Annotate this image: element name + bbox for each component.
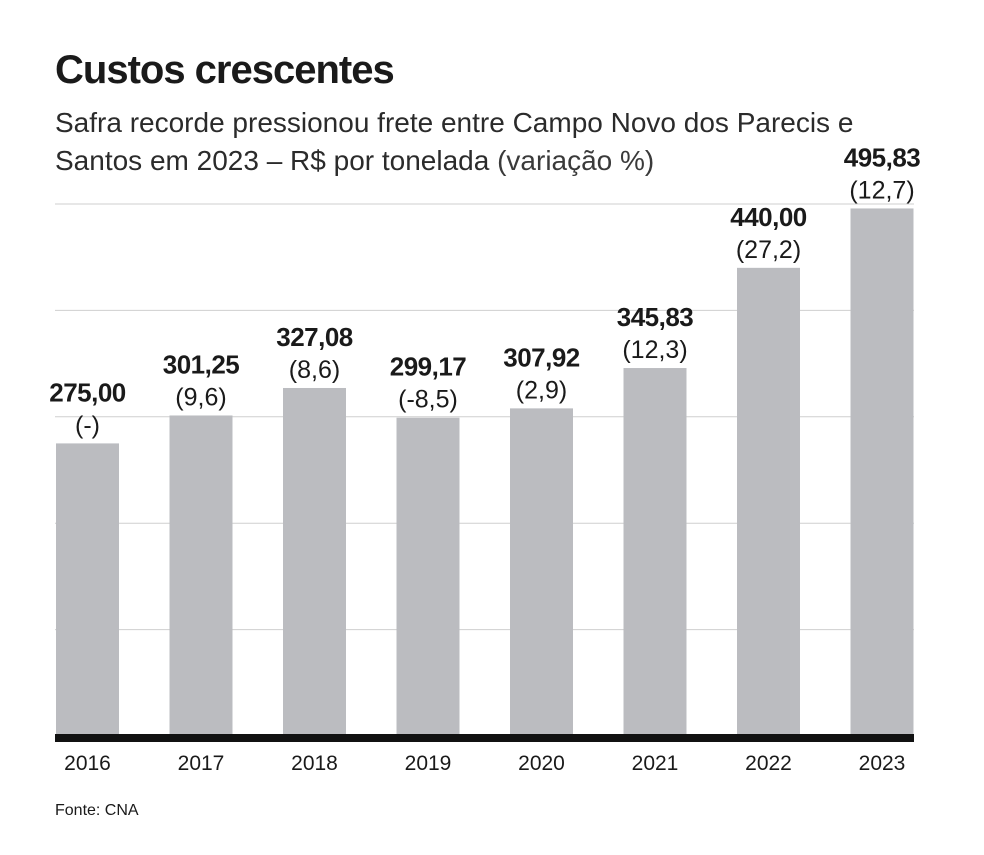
variation-label: (2,9) xyxy=(516,376,567,404)
value-label: 275,00 xyxy=(49,377,126,407)
variation-label: (-8,5) xyxy=(398,386,458,414)
bar xyxy=(850,208,914,736)
baseline xyxy=(55,734,914,742)
chart-subtitle: Safra recorde pressionou frete entre Cam… xyxy=(55,104,935,180)
x-tick-label: 2019 xyxy=(405,752,452,775)
x-axis: 2016 2017 2018 2019 2020 2021 2022 2023 xyxy=(55,734,914,775)
value-label: 440,00 xyxy=(730,202,807,232)
bar xyxy=(737,267,800,736)
variation-label: (27,2) xyxy=(736,236,801,264)
x-tick-label: 2017 xyxy=(178,752,225,775)
variation-label: (8,6) xyxy=(289,356,340,384)
subtitle-text: Safra recorde pressionou frete entre Cam… xyxy=(55,107,854,176)
value-label: 327,08 xyxy=(276,322,353,352)
x-tick-label: 2020 xyxy=(518,752,565,775)
value-label: 299,17 xyxy=(390,352,467,382)
variation-label: (12,3) xyxy=(622,336,687,364)
bar xyxy=(56,443,119,736)
value-label: 495,83 xyxy=(844,142,921,172)
variation-label: (12,7) xyxy=(849,176,914,204)
chart-title: Custos crescentes xyxy=(55,48,395,92)
bar xyxy=(396,417,460,736)
x-tick-label: 2021 xyxy=(632,752,679,775)
bars xyxy=(56,208,914,736)
value-label: 307,92 xyxy=(503,342,580,372)
x-tick-label: 2023 xyxy=(859,752,906,775)
bar xyxy=(623,368,687,736)
bar xyxy=(169,415,233,736)
data-labels: 275,00 (-) 301,25 (9,6) 327,08 (8,6) 299,17 (-8… xyxy=(49,142,921,439)
x-tick-label: 2022 xyxy=(745,752,792,775)
variation-label: (9,6) xyxy=(175,383,226,411)
variation-label: (-) xyxy=(75,411,100,439)
subtitle-variation-note: (variação %) xyxy=(497,145,655,176)
value-label: 301,25 xyxy=(163,349,240,379)
x-tick-label: 2018 xyxy=(291,752,338,775)
bar xyxy=(283,387,346,736)
value-label: 345,83 xyxy=(617,302,694,332)
x-tick-label: 2016 xyxy=(64,752,111,775)
source-note: Fonte: CNA xyxy=(55,802,139,819)
bar xyxy=(510,408,573,736)
